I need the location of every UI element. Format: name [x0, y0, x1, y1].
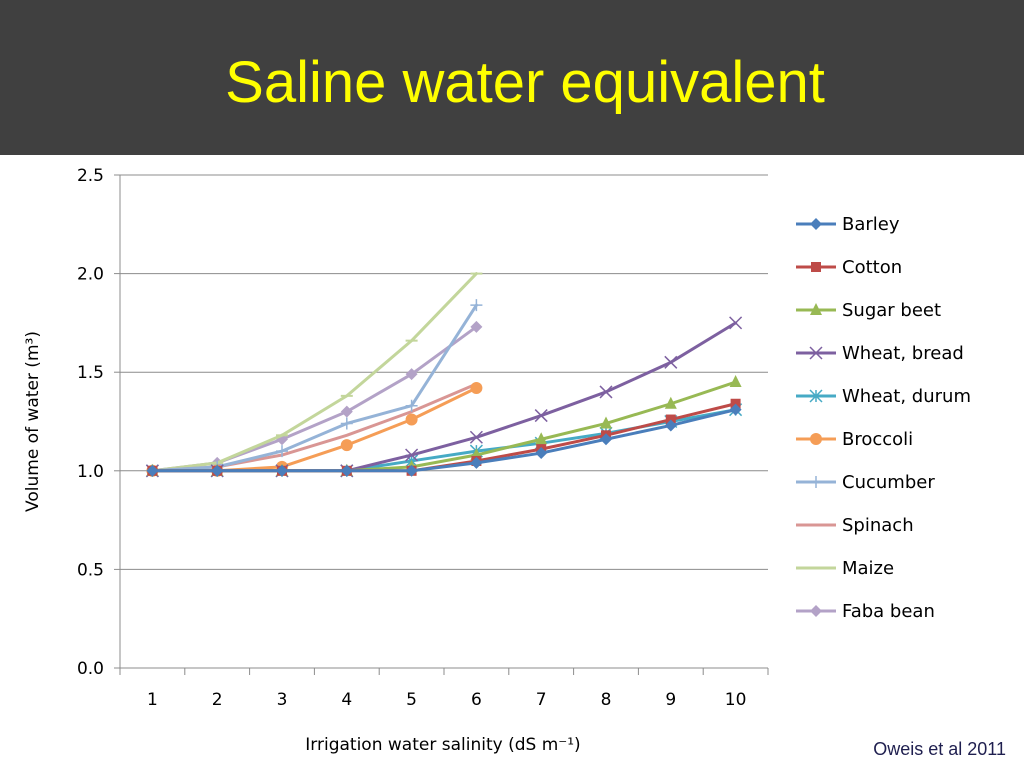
x-tick-label: 6 [471, 690, 482, 710]
data-point-barley [276, 464, 288, 477]
data-point-faba-bean [405, 368, 418, 381]
x-tick-label: 4 [341, 690, 352, 710]
data-point-barley [600, 433, 612, 446]
legend-label-faba-bean: Faba bean [842, 601, 935, 622]
data-point-sugar-beet [729, 375, 742, 388]
legend-label-cucumber: Cucumber [842, 472, 935, 493]
legend-label-wheat-durum: Wheat, durum [842, 386, 971, 407]
data-point-sugar-beet [600, 416, 612, 429]
data-point-wheat-bread [469, 430, 483, 444]
x-tick-label: 1 [147, 690, 158, 710]
x-tick-label: 8 [601, 690, 612, 710]
legend-marker-barley [810, 218, 822, 230]
data-point-wheat-bread [599, 385, 613, 399]
legend-label-barley: Barley [842, 214, 900, 235]
data-point-barley [470, 456, 483, 469]
x-tick-label: 10 [725, 690, 747, 710]
data-point-wheat-bread [729, 316, 743, 330]
data-point-sugar-beet [535, 432, 548, 445]
legend-label-sugar-beet: Sugar beet [842, 300, 941, 321]
y-axis-title: Volume of water (m³) [23, 331, 43, 512]
data-point-wheat-bread [405, 448, 419, 462]
y-tick-label: 1.0 [77, 462, 104, 482]
slide-title: Saline water equivalent [225, 50, 825, 115]
y-tick-label: 1.5 [77, 363, 104, 383]
data-point-cucumber [276, 445, 288, 458]
x-axis-title: Irrigation water salinity (dS m⁻¹) [305, 735, 580, 755]
legend-label-maize: Maize [842, 558, 894, 579]
data-point-broccoli [405, 413, 418, 426]
x-tick-label: 3 [277, 690, 288, 710]
x-tick-label: 9 [665, 690, 676, 710]
data-point-barley [405, 464, 418, 477]
data-point-sugar-beet [664, 396, 677, 409]
series-line-barley [150, 408, 738, 473]
data-point-barley [146, 464, 159, 477]
legend-marker-cotton [811, 262, 821, 272]
legend-label-cotton: Cotton [842, 257, 902, 278]
y-tick-label: 2.5 [77, 166, 104, 186]
data-point-cucumber [470, 299, 483, 312]
citation: Oweis et al 2011 [873, 739, 1006, 759]
data-point-barley [535, 447, 548, 460]
legend-marker-broccoli [810, 433, 822, 445]
legend-marker-wheat-durum [809, 389, 823, 403]
series-line-cucumber [150, 303, 478, 473]
x-tick-label: 2 [212, 690, 223, 710]
data-point-cucumber [405, 399, 418, 412]
data-point-faba-bean [340, 405, 353, 418]
line-chart: 0.0 0.5 1.0 1.5 2.0 2.5 1 2 3 4 5 6 7 8 9 10 Irrigation … [23, 166, 971, 755]
data-point-broccoli [340, 439, 353, 452]
data-point-barley [211, 464, 224, 477]
legend-marker-sugar-beet [810, 303, 822, 315]
data-point-barley [664, 419, 677, 432]
x-tick-label: 5 [406, 690, 417, 710]
data-point-wheat-bread [664, 355, 678, 369]
legend-label-broccoli: Broccoli [842, 429, 913, 450]
data-point-broccoli [470, 381, 483, 394]
legend-marker-cucumber [810, 476, 822, 488]
series-line-maize [150, 272, 478, 473]
legend-label-spinach: Spinach [842, 515, 914, 536]
data-point-barley [729, 403, 742, 416]
y-tick-label: 2.0 [77, 265, 104, 285]
data-point-faba-bean [470, 320, 483, 333]
y-tick-label: 0.0 [77, 659, 104, 679]
data-point-wheat-bread [534, 409, 548, 423]
legend-label-wheat-bread: Wheat, bread [842, 343, 964, 364]
legend-marker-faba-bean [810, 605, 822, 617]
data-point-barley [340, 464, 353, 477]
legend-marker-wheat-bread [809, 346, 823, 360]
x-tick-label: 7 [536, 690, 547, 710]
title-bar [0, 0, 1024, 155]
data-point-cucumber [340, 417, 353, 430]
y-tick-label: 0.5 [77, 560, 104, 580]
